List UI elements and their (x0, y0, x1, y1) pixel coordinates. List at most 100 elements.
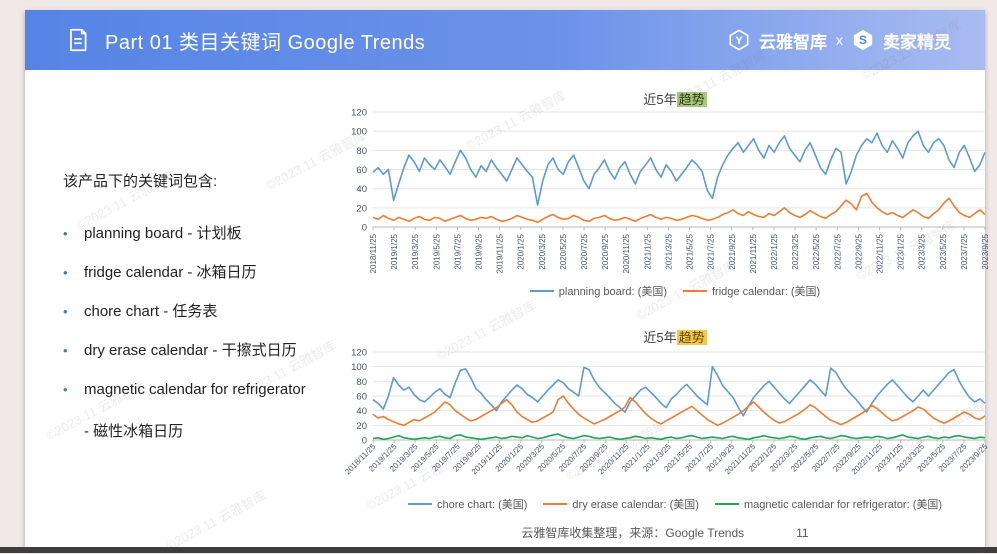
svg-text:20: 20 (356, 421, 367, 432)
chart-title-highlight: 趋势 (676, 92, 707, 107)
slide-footer: 云雅智库收集整理，来源：Google Trends 11 (345, 524, 985, 541)
svg-text:2020/7/25: 2020/7/25 (580, 233, 589, 269)
legend-label: planning board: (美国) (558, 286, 667, 298)
keyword-label: chore chart - 任务表 (84, 303, 218, 320)
legend-bottom: chore chart: (美国) dry erase calendar: (美国… (345, 496, 997, 512)
svg-text:120: 120 (351, 348, 367, 359)
legend-line-swatch (543, 502, 568, 506)
svg-text:2020/3/25: 2020/3/25 (538, 233, 547, 269)
svg-text:2023/5/25: 2023/5/25 (939, 233, 948, 269)
svg-text:2022/5/25: 2022/5/25 (812, 233, 821, 269)
legend-item: chore chart: (美国) (407, 496, 528, 512)
chart-title-text: 近5年 (643, 330, 677, 345)
legend-label: magnetic calendar for refrigerator: (美国) (743, 499, 943, 511)
bullet-icon: • (63, 304, 68, 319)
svg-text:2022/1/25: 2022/1/25 (770, 233, 779, 269)
svg-text:2022/7/25: 2022/7/25 (833, 233, 842, 269)
svg-text:0: 0 (362, 223, 367, 234)
legend-top: planning board: (美国) fridge calendar: (美国… (345, 283, 997, 299)
keyword-list-heading: 该产品下的关键词包含: (63, 173, 218, 190)
svg-text:2023/9/25: 2023/9/25 (981, 233, 990, 269)
legend-label: fridge calendar: (美国) (712, 286, 821, 298)
legend-line-swatch (683, 289, 707, 293)
list-item: • magnetic calendar for refrigerator (63, 381, 333, 398)
svg-text:2018/11/25: 2018/11/25 (369, 233, 378, 273)
svg-text:2022/11/25: 2022/11/25 (875, 233, 884, 273)
source-note: 云雅智库收集整理，来源：Google Trends (521, 526, 745, 540)
svg-text:Y: Y (735, 35, 743, 47)
sellersprite-logo-icon: S (853, 29, 873, 51)
legend-item: dry erase calendar: (美国) (543, 496, 699, 512)
brand-separator: x (836, 32, 843, 48)
brand-area: Y 云雅智库 x S 卖家精灵 (728, 10, 951, 70)
svg-text:2020/9/25: 2020/9/25 (601, 233, 610, 269)
keyword-label: fridge calendar - 冰箱日历 (84, 264, 257, 281)
legend-line-swatch (407, 502, 432, 506)
bullet-icon: • (63, 343, 68, 358)
svg-text:2021/5/25: 2021/5/25 (686, 233, 695, 269)
svg-text:100: 100 (351, 362, 367, 373)
svg-text:2019/1/25: 2019/1/25 (390, 233, 399, 269)
svg-text:2019/5/25: 2019/5/25 (432, 233, 441, 269)
svg-text:S: S (859, 33, 867, 47)
bullet-icon: • (63, 382, 68, 397)
keyword-label-continuation: - 磁性冰箱日历 (84, 423, 184, 440)
page-number: 11 (796, 525, 809, 540)
keyword-list-block: 该产品下的关键词包含: • planning board - 计划板 • fri… (63, 170, 333, 441)
bullet-icon: • (63, 226, 68, 241)
svg-text:60: 60 (356, 165, 367, 176)
trend-chart-bottom: 0204060801001202018/11/252019/1/252019/3… (343, 348, 990, 477)
bottom-edge-bar (0, 547, 997, 553)
svg-text:2023/7/25: 2023/7/25 (960, 233, 969, 269)
svg-text:2019/7/25: 2019/7/25 (453, 233, 462, 269)
svg-text:2023/1/25: 2023/1/25 (897, 233, 906, 269)
svg-text:2019/3/25: 2019/3/25 (411, 233, 420, 269)
slide-header: Part 01 类目关键词 Google Trends Y 云雅智库 x S 卖… (25, 10, 985, 70)
svg-text:2019/11/25: 2019/11/25 (496, 233, 505, 273)
list-item: • dry erase calendar - 干擦式日历 (63, 342, 333, 359)
slide: Part 01 类目关键词 Google Trends Y 云雅智库 x S 卖… (25, 10, 990, 547)
legend-label: dry erase calendar: (美国) (572, 499, 699, 511)
legend-line-swatch (529, 289, 554, 293)
svg-text:2020/11/25: 2020/11/25 (622, 233, 631, 273)
svg-text:2021/7/25: 2021/7/25 (707, 233, 716, 269)
svg-text:60: 60 (356, 392, 367, 403)
svg-text:80: 80 (356, 146, 367, 157)
list-item: • chore chart - 任务表 (63, 303, 333, 320)
brand-right-label: 卖家精灵 (883, 32, 951, 52)
svg-text:2022/9/25: 2022/9/25 (854, 233, 863, 269)
keyword-label: magnetic calendar for refrigerator (84, 381, 306, 398)
keyword-label: dry erase calendar - 干擦式日历 (84, 342, 297, 359)
svg-text:2020/5/25: 2020/5/25 (559, 233, 568, 269)
brand-left-label: 云雅智库 (759, 32, 827, 52)
svg-text:2021/1/25: 2021/1/25 (643, 233, 652, 269)
legend-item: magnetic calendar for refrigerator: (美国) (714, 496, 943, 512)
svg-text:2019/9/25: 2019/9/25 (475, 233, 484, 269)
chart-title-top: 近5年 趋势 (345, 89, 997, 108)
trend-chart-top: 0 20 40 60 80 100 120 2018/11/25 2019/1/25 2019/3… (351, 108, 990, 274)
svg-text:2020/1/25: 2020/1/25 (517, 233, 526, 269)
chart-title-text: 近5年 (643, 92, 677, 107)
svg-text:40: 40 (356, 406, 367, 417)
page-title: Part 01 类目关键词 Google Trends (105, 31, 426, 54)
svg-text:2022/3/25: 2022/3/25 (791, 233, 800, 269)
chart-title-highlight: 趋势 (676, 330, 707, 345)
svg-text:40: 40 (356, 184, 367, 195)
svg-text:80: 80 (356, 377, 367, 388)
yunya-logo-icon: Y (729, 29, 749, 51)
document-icon (70, 28, 87, 52)
chart-title-bottom: 近5年 趋势 (345, 327, 997, 346)
svg-text:20: 20 (356, 203, 367, 214)
legend-item: planning board: (美国) (529, 283, 667, 299)
bullet-icon: • (63, 265, 68, 280)
list-item: • planning board - 计划板 (63, 225, 333, 242)
svg-text:2021/11/25: 2021/11/25 (749, 233, 758, 273)
list-item: • fridge calendar - 冰箱日历 (63, 264, 333, 281)
legend-line-swatch (714, 502, 739, 506)
svg-text:120: 120 (351, 108, 367, 119)
svg-text:0: 0 (362, 436, 367, 447)
legend-item: fridge calendar: (美国) (683, 283, 820, 299)
svg-text:2021/3/25: 2021/3/25 (664, 233, 673, 269)
svg-text:2021/9/25: 2021/9/25 (728, 233, 737, 269)
legend-label: chore chart: (美国) (436, 499, 528, 511)
